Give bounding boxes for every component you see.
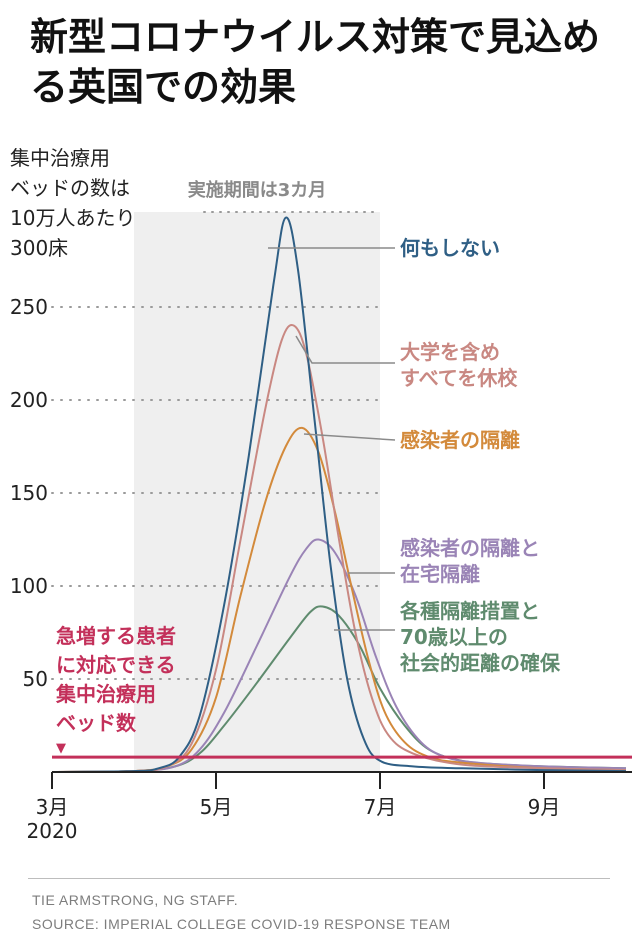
series-label-isolate: 感染者の隔離 [400,428,520,452]
series-label-none: 何もしない [400,236,500,260]
text-line: 在宅隔離 [400,562,480,586]
x-tick-label: 3月 [36,795,69,819]
y-axis-label: 集中治療用 ベッドの数は 10万人あたり 300床 [10,146,136,260]
series-line-home [51,538,627,773]
series-label-elderly: 各種隔離措置と 70歳以上の社会的距離の確保 [399,599,561,675]
x-tick-label: 5月 [200,795,233,819]
text-line: 各種隔離措置と [399,599,540,623]
shaded-period-label: 実施期間は3カ月 [188,179,327,201]
leader-line-isolate [303,433,396,441]
text-line: 社会的距離の確保 [399,651,561,675]
series-line-none [51,216,627,773]
icu-capacity-marker: ▼ [56,741,66,756]
text-line: に対応できる [56,653,176,677]
footer-divider [28,878,610,879]
text-line: 何もしない [400,236,500,260]
text-line: すべてを休校 [400,366,518,390]
y-tick-label: 50 [23,667,48,691]
text-line: 70歳以上の [400,625,508,649]
credit-line: TIE ARMSTRONG, NG STAFF. [32,892,239,908]
source-line: SOURCE: IMPERIAL COLLEGE COVID-19 RESPON… [32,916,451,932]
text-line: ベッド数 [56,711,137,735]
text-line: 急増する患者 [56,624,176,648]
text-line: 感染者の隔離と [400,536,540,560]
text-line: 感染者の隔離 [400,428,520,452]
x-tick-label: 9月 [528,795,561,819]
y-tick-label: 100 [10,574,48,598]
y-tick-label: 200 [10,388,48,412]
chart-title: 新型コロナウイルス対策で見込める英国での効果 [30,15,601,109]
series-label-home: 感染者の隔離と在宅隔離 [400,536,540,586]
shaded-period [134,212,380,772]
text-line: 集中治療用 [55,682,156,706]
y-tick-label: 250 [10,295,48,319]
y-tick-label: 150 [10,481,48,505]
icu-capacity-label: 急増する患者に対応できる集中治療用ベッド数 [55,624,176,735]
text-line: 大学を含め [400,340,500,364]
series-label-school: 大学を含めすべてを休校 [400,340,518,390]
x-tick-label: 7月 [364,795,397,819]
leader-line-school [295,335,395,364]
x-tick-sublabel: 2020 [27,819,78,843]
